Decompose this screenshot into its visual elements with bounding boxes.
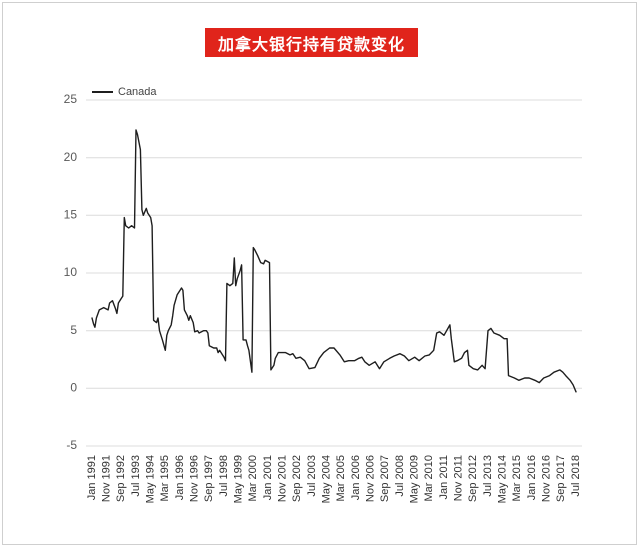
x-tick-label: May 2004: [321, 455, 333, 503]
x-tick-label: Mar 1995: [159, 455, 171, 501]
x-tick-label: May 1999: [233, 455, 245, 503]
x-tick-label: Jan 2016: [526, 455, 538, 500]
x-tick-label: Nov 2011: [453, 455, 465, 501]
x-tick-label: Sep 2002: [291, 455, 303, 502]
x-tick-label: Jul 1998: [218, 455, 230, 497]
y-tick-label: 15: [64, 207, 78, 221]
x-tick-label: Sep 2012: [467, 455, 479, 502]
x-tick-label: Nov 2016: [541, 455, 553, 502]
x-tick-label: May 2009: [409, 455, 421, 503]
x-tick-label: Jan 2006: [350, 455, 362, 500]
x-tick-label: Nov 1991: [101, 455, 113, 502]
x-tick-label: Sep 1992: [115, 455, 127, 502]
x-tick-label: Jul 2018: [570, 455, 582, 497]
x-tick-label: Jan 2001: [262, 455, 274, 500]
y-tick-label: 10: [64, 265, 78, 279]
x-tick-label: Nov 1996: [189, 455, 201, 502]
x-tick-label: Mar 2000: [247, 455, 259, 501]
x-tick-label: Sep 2007: [379, 455, 391, 502]
x-tick-label: Nov 2001: [277, 455, 289, 502]
chart-title-banner: 加拿大银行持有贷款变化: [205, 28, 418, 57]
x-tick-label: Jul 2013: [482, 455, 494, 497]
x-tick-label: Jan 2011: [438, 455, 450, 499]
y-tick-label: 20: [64, 150, 78, 164]
x-tick-label: May 2014: [497, 455, 509, 503]
x-tick-label: Jan 1996: [174, 455, 186, 500]
chart-title: 加拿大银行持有贷款变化: [217, 34, 405, 54]
x-tick-label: Nov 2006: [365, 455, 377, 502]
x-tick-label: Jul 2008: [394, 455, 406, 497]
x-tick-label: Mar 2010: [423, 455, 435, 501]
y-tick-label: 0: [70, 380, 77, 394]
x-tick-label: Sep 1997: [203, 455, 215, 502]
y-tick-label: 5: [70, 323, 77, 337]
x-axis-tick-labels: Jan 1991 Nov 1991 Sep 1992 Jul 1993 May 1994…: [86, 455, 582, 503]
y-tick-label: 25: [64, 92, 78, 106]
y-axis-tick-labels: 25 20 15 10 5 0 -5: [64, 92, 78, 452]
x-tick-label: Sep 2017: [555, 455, 567, 502]
x-tick-label: Jan 1991: [86, 455, 98, 500]
x-tick-label: Mar 2005: [335, 455, 347, 501]
x-tick-label: May 1994: [145, 455, 157, 503]
x-tick-label: Mar 2015: [511, 455, 523, 501]
x-tick-label: Jul 2003: [306, 455, 318, 497]
y-tick-label: -5: [66, 438, 77, 452]
x-tick-label: Jul 1993: [130, 455, 142, 497]
legend: Canada: [92, 86, 157, 98]
legend-label-canada: Canada: [118, 86, 157, 98]
series-line-canada: [91, 129, 577, 393]
gridlines: [86, 99, 582, 447]
